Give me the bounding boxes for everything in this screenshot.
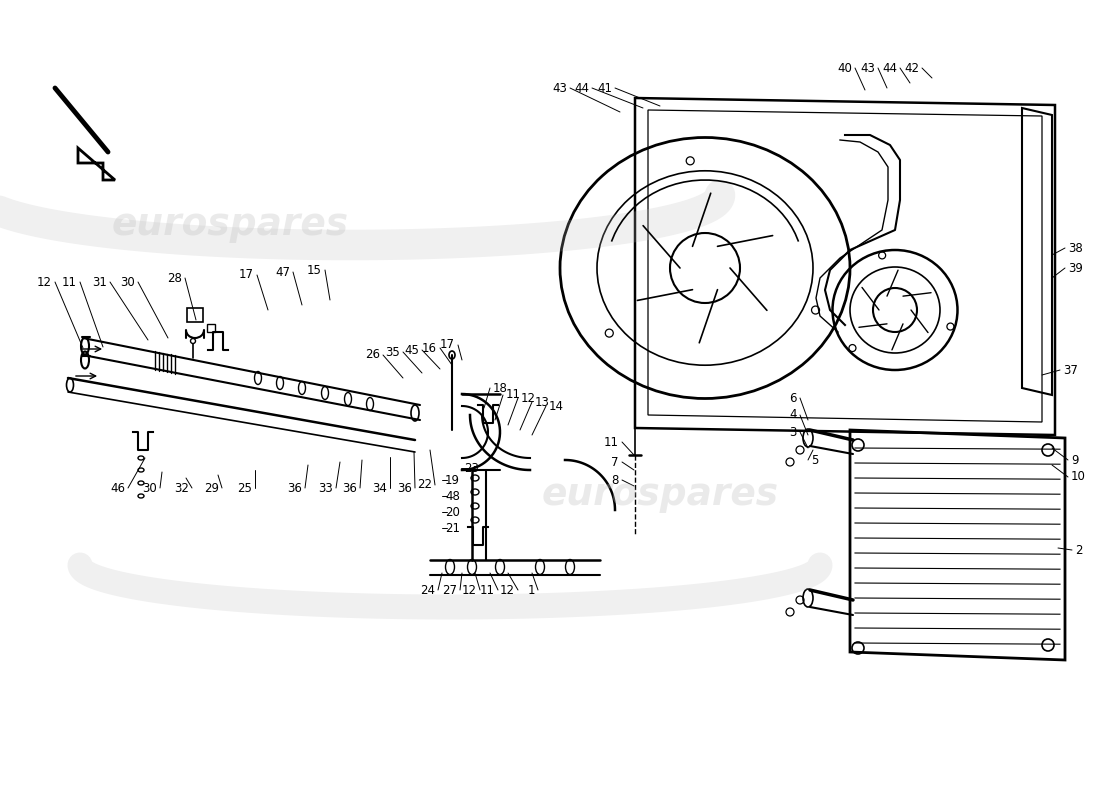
Text: 19: 19 xyxy=(446,474,460,486)
Text: 14: 14 xyxy=(549,399,564,413)
Text: 12: 12 xyxy=(37,275,52,289)
Text: 1: 1 xyxy=(528,583,535,597)
Text: 21: 21 xyxy=(446,522,460,534)
Text: eurospares: eurospares xyxy=(111,207,349,243)
Text: 46: 46 xyxy=(110,482,125,494)
Text: 25: 25 xyxy=(238,482,252,494)
Text: 33: 33 xyxy=(318,482,333,494)
Text: 40: 40 xyxy=(837,62,852,74)
Polygon shape xyxy=(78,148,116,180)
Text: 3: 3 xyxy=(790,426,798,438)
Text: 38: 38 xyxy=(1068,242,1082,254)
Text: 36: 36 xyxy=(397,482,412,494)
Text: 31: 31 xyxy=(92,275,107,289)
Text: 4: 4 xyxy=(790,409,798,422)
Text: 43: 43 xyxy=(860,62,875,74)
Text: 43: 43 xyxy=(552,82,567,94)
Text: 6: 6 xyxy=(790,391,798,405)
Text: 15: 15 xyxy=(307,263,322,277)
Text: 47: 47 xyxy=(275,266,290,278)
Text: 45: 45 xyxy=(404,343,419,357)
Text: 11: 11 xyxy=(506,389,521,402)
Text: 42: 42 xyxy=(904,62,918,74)
Text: 44: 44 xyxy=(574,82,589,94)
Text: 24: 24 xyxy=(420,583,434,597)
Text: 11: 11 xyxy=(480,583,495,597)
Text: 44: 44 xyxy=(882,62,896,74)
Text: 48: 48 xyxy=(446,490,460,502)
Text: 7: 7 xyxy=(612,455,619,469)
Text: 41: 41 xyxy=(597,82,612,94)
Text: 29: 29 xyxy=(204,482,219,494)
Text: 8: 8 xyxy=(612,474,619,486)
Text: 22: 22 xyxy=(417,478,432,491)
Text: 23: 23 xyxy=(464,462,478,474)
Text: 10: 10 xyxy=(1071,470,1086,483)
Text: 37: 37 xyxy=(1063,363,1078,377)
Text: 17: 17 xyxy=(239,269,254,282)
Text: 17: 17 xyxy=(440,338,455,351)
Text: 26: 26 xyxy=(365,349,380,362)
Text: 30: 30 xyxy=(120,275,135,289)
Text: 16: 16 xyxy=(422,342,437,354)
Text: 12: 12 xyxy=(462,583,477,597)
Text: 35: 35 xyxy=(385,346,400,358)
Text: 28: 28 xyxy=(167,271,182,285)
Text: 34: 34 xyxy=(372,482,387,494)
Text: 9: 9 xyxy=(1071,454,1078,466)
Text: 13: 13 xyxy=(535,395,550,409)
Text: 30: 30 xyxy=(142,482,157,494)
Text: 5: 5 xyxy=(811,454,818,466)
Text: 32: 32 xyxy=(174,482,189,494)
Text: 36: 36 xyxy=(287,482,303,494)
Text: 18: 18 xyxy=(493,382,508,394)
Text: 36: 36 xyxy=(342,482,358,494)
Text: 27: 27 xyxy=(442,583,456,597)
Text: 11: 11 xyxy=(62,275,77,289)
Text: 12: 12 xyxy=(521,391,536,405)
Text: 2: 2 xyxy=(1075,543,1082,557)
Text: eurospares: eurospares xyxy=(541,477,779,513)
Text: 11: 11 xyxy=(604,435,619,449)
Text: 39: 39 xyxy=(1068,262,1082,274)
Text: 20: 20 xyxy=(446,506,460,518)
Text: 12: 12 xyxy=(500,583,515,597)
